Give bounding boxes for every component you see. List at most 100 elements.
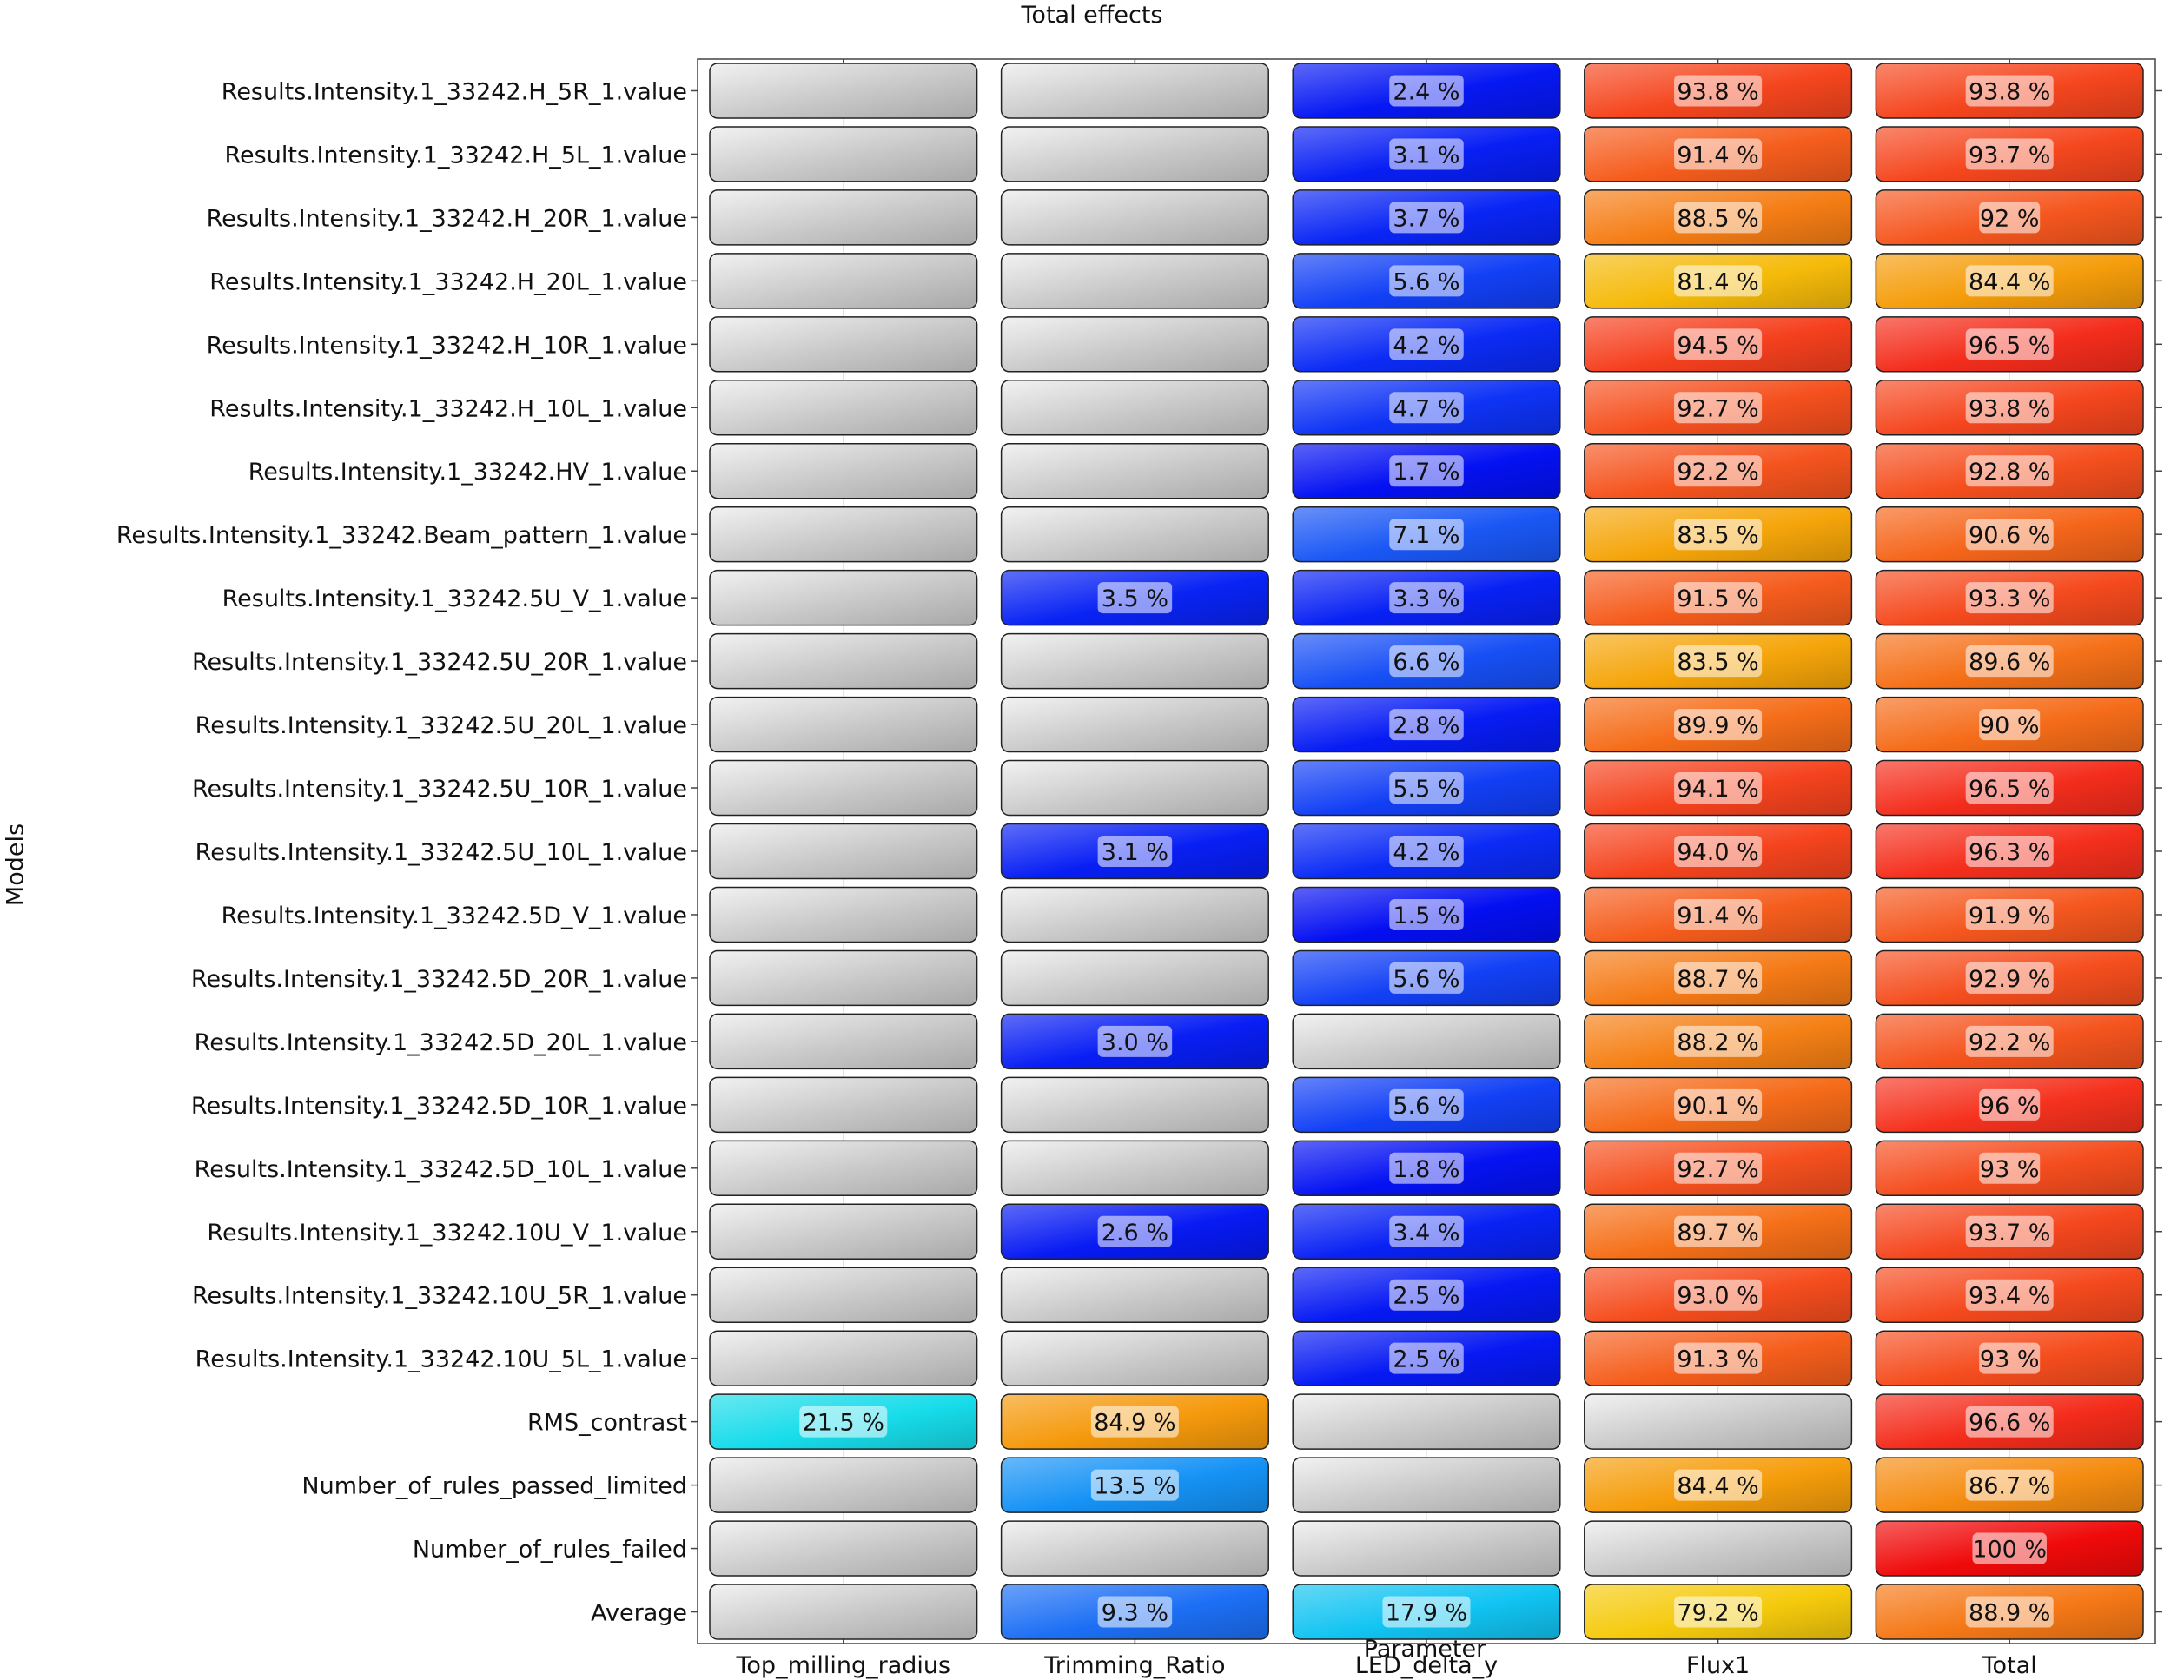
cell-value-background	[1674, 1469, 1763, 1501]
heatmap-cell	[1000, 759, 1269, 817]
cell-value-label: 2.5 %	[1393, 1283, 1459, 1310]
cell-value-label: 93.0 %	[1677, 1283, 1758, 1310]
cell-value-label: 91.4 %	[1677, 142, 1758, 169]
cell-value-background	[1389, 328, 1464, 360]
row-label: Results.Intensity.1_33242.5D_10R_1.value	[191, 1093, 687, 1120]
cell-value-background	[1965, 582, 2054, 614]
row-label: Results.Intensity.1_33242.5U_10L_1.value	[195, 839, 687, 866]
cell-value-background	[1674, 709, 1763, 741]
heatmap-cell	[1000, 1267, 1269, 1323]
cell-value-background	[799, 1406, 888, 1438]
cell-value-label: 94.1 %	[1677, 776, 1758, 803]
column-label: Top_milling_radius	[736, 1652, 951, 1679]
row-label: Results.Intensity.1_33242.5D_20R_1.value	[191, 966, 687, 993]
cell-value-label: 3.7 %	[1393, 205, 1459, 232]
cell-value-background	[1382, 1596, 1471, 1628]
cell-value-label: 79.2 %	[1677, 1600, 1758, 1627]
cell-value-background	[1389, 455, 1464, 487]
cell-value-label: 92.8 %	[1969, 459, 2050, 486]
cell-value-label: 94.5 %	[1677, 332, 1758, 359]
cell-value-background	[1979, 709, 2041, 741]
column-label: Trimming_Ratio	[1043, 1652, 1225, 1679]
heatmap-cell	[1000, 316, 1269, 373]
cell-value-label: 92.7 %	[1677, 395, 1758, 422]
cell-value-label: 91.4 %	[1677, 903, 1758, 929]
heatmap-cell	[709, 823, 978, 880]
row-label: Results.Intensity.1_33242.H_20L_1.value	[209, 268, 687, 295]
heatmap-cell	[1000, 632, 1269, 690]
cell-value-label: 2.6 %	[1102, 1220, 1168, 1247]
heatmap-cell	[709, 886, 978, 943]
row-label: Results.Intensity.1_33242.10U_5R_1.value	[192, 1283, 687, 1310]
heatmap-cell	[709, 949, 978, 1007]
cell-value-label: 93 %	[1980, 1346, 2040, 1373]
heatmap-cell	[1000, 1076, 1269, 1134]
cell-value-background	[1674, 202, 1763, 234]
heatmap-cell	[709, 316, 978, 373]
cell-value-background	[1389, 519, 1464, 551]
heatmap-cell	[709, 1140, 978, 1197]
cell-value-background	[1389, 138, 1464, 170]
cell-value-label: 93.8 %	[1969, 78, 2050, 105]
cell-value-label: 92.9 %	[1969, 966, 2050, 993]
heatmap-cell	[1000, 1330, 1269, 1386]
heatmap-cell	[709, 63, 978, 119]
cell-value-background	[1389, 898, 1464, 930]
cell-value-background	[1965, 1215, 2054, 1247]
cell-value-background	[1389, 1342, 1464, 1374]
heatmap-cell	[1000, 696, 1269, 753]
cell-value-background	[1965, 898, 2054, 930]
cell-value-label: 3.4 %	[1393, 1220, 1459, 1247]
cell-value-label: 81.4 %	[1677, 268, 1758, 295]
cell-value-label: 88.2 %	[1677, 1029, 1758, 1056]
cell-value-background	[1674, 836, 1763, 867]
cell-value-label: 5.5 %	[1393, 776, 1459, 803]
cell-value-background	[1965, 328, 2054, 360]
cell-value-background	[1097, 1596, 1173, 1628]
cell-value-background	[1674, 1088, 1763, 1121]
cell-value-background	[1965, 1469, 2054, 1501]
row-label: Results.Intensity.1_33242.10U_5L_1.value	[195, 1346, 687, 1373]
cell-value-background	[1674, 455, 1763, 487]
cell-value-background	[1965, 1596, 2054, 1628]
cell-value-label: 83.5 %	[1677, 522, 1758, 549]
cell-value-label: 5.6 %	[1393, 1093, 1459, 1120]
heatmap-cell	[1000, 380, 1269, 436]
cell-value-background	[1389, 772, 1464, 804]
cell-value-label: 3.1 %	[1393, 142, 1459, 169]
cell-value-background	[1965, 962, 2054, 994]
cell-value-background	[1965, 1025, 2054, 1057]
cell-value-label: 93.7 %	[1969, 142, 2050, 169]
cell-value-background	[1972, 1532, 2047, 1564]
cell-value-background	[1965, 836, 2054, 867]
cell-value-label: 93 %	[1980, 1156, 2040, 1183]
cell-value-label: 100 %	[1972, 1537, 2047, 1564]
heatmap-cell	[1292, 1393, 1561, 1450]
heatmap-cell	[709, 632, 978, 690]
heatmap-cell	[709, 759, 978, 817]
cell-value-label: 93.8 %	[1969, 395, 2050, 422]
row-label: Results.Intensity.1_33242.5U_20L_1.value	[195, 712, 687, 739]
cell-value-label: 88.7 %	[1677, 966, 1758, 993]
cell-value-background	[1965, 772, 2054, 804]
cell-value-background	[1674, 138, 1763, 170]
cell-value-background	[1965, 1279, 2054, 1311]
cell-value-background	[1674, 1279, 1763, 1311]
cell-value-background	[1097, 836, 1173, 867]
cell-value-background	[1674, 328, 1763, 360]
cell-value-label: 92.2 %	[1969, 1029, 2050, 1056]
cell-value-label: 94.0 %	[1677, 839, 1758, 866]
cell-value-background	[1389, 75, 1464, 107]
cell-value-label: 88.5 %	[1677, 205, 1758, 232]
cell-value-background	[1674, 519, 1763, 551]
cell-value-label: 89.6 %	[1969, 649, 2050, 676]
heatmap-cell	[709, 189, 978, 246]
cell-value-background	[1674, 392, 1763, 424]
cell-value-label: 7.1 %	[1393, 522, 1459, 549]
row-label: Results.Intensity.1_33242.Beam_pattern_1…	[116, 522, 687, 549]
column-label: LED_delta_y	[1355, 1652, 1498, 1679]
heatmap-cell	[709, 1330, 978, 1386]
cell-value-background	[1965, 138, 2054, 170]
row-label: Results.Intensity.1_33242.H_20R_1.value	[207, 205, 687, 232]
cell-value-background	[1389, 645, 1464, 678]
